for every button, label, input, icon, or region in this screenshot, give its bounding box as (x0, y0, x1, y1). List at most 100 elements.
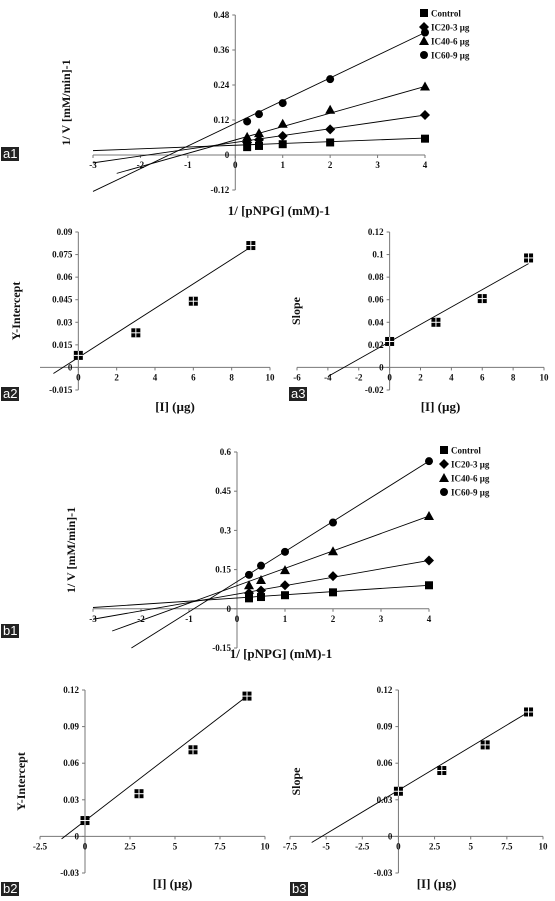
legend-marker (420, 9, 428, 17)
fit-line (311, 711, 529, 843)
chart-a3: -6 -4 -2 0 2 4 6 8 10-0.0200.020.040.060.080.10.… (289, 227, 549, 414)
y-tick-label: 0.36 (214, 45, 230, 55)
legend-marker (420, 51, 428, 59)
data-point (254, 134, 264, 145)
y-tick-label: 0.06 (63, 758, 79, 768)
data-point (278, 99, 287, 108)
y-tick-label: 0.09 (377, 722, 393, 732)
y-tick-label: 0.08 (368, 272, 384, 282)
data-point (256, 585, 266, 596)
y-axis-label: 1/ V [mM/min]-1 (64, 507, 78, 593)
x-axis-label: [I] (µg) (421, 399, 461, 414)
legend-marker (439, 473, 449, 482)
data-point (424, 511, 434, 521)
data-point (80, 816, 90, 826)
x-tick-label: -7.5 (283, 841, 298, 851)
x-tick-label: -2 (355, 372, 363, 382)
data-point (326, 138, 335, 147)
y-tick-label: 0.09 (57, 227, 73, 237)
x-tick-label: 5 (173, 841, 178, 851)
legend-label: Control (451, 446, 481, 456)
y-tick-label: -0.015 (49, 385, 73, 395)
y-tick-label: 0.48 (214, 10, 230, 20)
fit-line (131, 460, 430, 649)
data-point (480, 740, 490, 750)
data-point (245, 594, 253, 603)
y-axis-label: Slope (289, 767, 303, 796)
legend-marker (440, 488, 448, 496)
data-point (242, 131, 253, 141)
x-tick-label: 7.5 (501, 841, 513, 851)
data-point (254, 128, 264, 138)
data-point (277, 131, 288, 142)
y-tick-label: 0 (227, 604, 232, 614)
legend-label: IC20-3 μg (431, 23, 470, 33)
y-tick-label: 0.045 (52, 295, 73, 305)
y-tick-label: 0.12 (368, 227, 384, 237)
legend-marker (419, 36, 429, 45)
data-point (329, 518, 337, 527)
x-tick-label: -2 (137, 160, 145, 170)
x-tick-label: -2.5 (355, 841, 370, 851)
x-tick-label: 2 (114, 372, 119, 382)
y-tick-label: 0.45 (215, 486, 231, 496)
data-point (244, 588, 254, 599)
panel-label-b3: b3 (290, 881, 309, 896)
data-point (326, 75, 335, 84)
data-point (325, 124, 336, 135)
legend-marker (439, 459, 449, 469)
x-tick-label: 0 (396, 841, 401, 851)
data-point (277, 118, 288, 128)
data-point (246, 241, 256, 251)
x-tick-label: 2 (328, 160, 333, 170)
data-point (243, 117, 252, 126)
legend-marker (419, 22, 429, 32)
x-tick-label: 1 (283, 614, 288, 624)
data-point (188, 296, 198, 306)
data-point (242, 691, 252, 701)
x-tick-label: 6 (191, 372, 196, 382)
data-point (328, 546, 338, 556)
data-point (329, 588, 337, 597)
y-axis-label: 1/ V [mM/min]-1 (59, 59, 73, 145)
data-point (257, 561, 265, 570)
data-point (425, 457, 433, 466)
y-tick-label: -0.12 (211, 185, 230, 195)
data-point (281, 591, 289, 600)
x-tick-label: 4 (153, 372, 158, 382)
x-tick-label: 10 (540, 372, 550, 382)
x-axis-label: 1/ [pNPG] (mM)-1 (230, 646, 333, 661)
data-point (255, 141, 263, 150)
x-tick-label: 0 (235, 614, 240, 624)
data-point (477, 294, 487, 304)
x-tick-label: 0 (387, 372, 392, 382)
y-tick-label: 0.06 (57, 272, 73, 282)
x-tick-label: 4 (427, 614, 432, 624)
y-tick-label: 0.03 (63, 795, 79, 805)
data-point (328, 571, 338, 582)
legend-label: IC60-9 μg (451, 488, 490, 498)
y-tick-label: 0.1 (372, 250, 384, 260)
x-tick-label: -1 (185, 614, 193, 624)
data-point (425, 581, 433, 590)
x-tick-label: -1 (184, 160, 192, 170)
chart-b3: -7.5 -5 -2.5 0 2.5 5 7.5 10 -0.03 0 0.03 0.06 0.09 0.… (283, 685, 548, 891)
data-point (257, 593, 265, 602)
y-tick-label: 0.015 (52, 340, 73, 350)
y-tick-label: 0.075 (52, 250, 73, 260)
data-point (437, 766, 447, 776)
data-point (524, 253, 534, 263)
y-tick-label: 0.06 (368, 295, 384, 305)
y-axis-label: Y-Intercept (9, 282, 23, 341)
panel-label-a1: a1 (1, 146, 20, 161)
y-tick-label: 0 (75, 831, 80, 841)
x-tick-label: -2 (137, 614, 145, 624)
x-tick-label: 0 (83, 841, 88, 851)
y-tick-label: 0.12 (377, 685, 393, 695)
x-tick-label: 2.5 (124, 841, 136, 851)
data-point (421, 134, 429, 143)
legend-label: IC40-6 μg (431, 37, 470, 47)
data-point (524, 707, 534, 717)
